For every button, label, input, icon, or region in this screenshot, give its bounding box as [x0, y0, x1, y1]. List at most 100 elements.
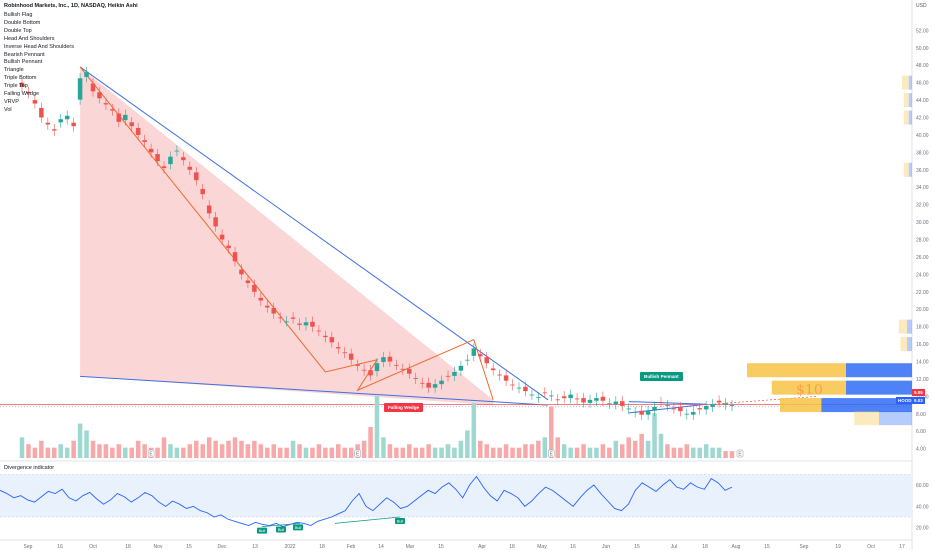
candle-body [426, 382, 431, 388]
candle-body [181, 157, 186, 161]
volume-bar [691, 447, 696, 458]
y-axis-tick-label: 46.00 [916, 81, 929, 87]
indicator-item[interactable]: Head And Shoulders [4, 35, 55, 42]
x-axis-tick-label: 16 [57, 544, 63, 550]
volume-bar [19, 437, 25, 458]
candle-body [658, 402, 664, 403]
candle-body [58, 119, 63, 123]
volume-bar [52, 447, 57, 458]
volume-bar [155, 447, 160, 458]
volume-profile-down-bar [908, 75, 912, 90]
candle-body [652, 406, 657, 411]
candle-body [142, 140, 147, 142]
candle-body [271, 307, 276, 314]
indicator-item[interactable]: Bullish Flag [4, 12, 33, 18]
bullish-pennant-badge[interactable]: Bullish Pennant [640, 372, 683, 381]
bull-divergence-badge [395, 518, 405, 524]
candle-body [613, 401, 619, 405]
volume-bar [600, 444, 606, 458]
y-axis-tick-label: 24.00 [916, 272, 929, 278]
candle-body [587, 399, 593, 403]
candle-body [542, 392, 548, 394]
x-axis-tick-label: 18 [319, 544, 325, 550]
volume-bar [213, 440, 218, 458]
indicator-item[interactable]: Double Bottom [4, 19, 41, 26]
volume-bar [478, 440, 483, 458]
falling-wedge-area [80, 66, 494, 406]
volume-bar [555, 437, 560, 458]
y-axis-tick-label: 42.00 [916, 116, 929, 122]
volume-bar [497, 447, 502, 458]
earnings-marker [736, 449, 744, 458]
indicator-item[interactable]: Falling Wedge [4, 91, 40, 98]
volume-bar [568, 447, 573, 458]
volume-profile-up-bar [903, 93, 909, 108]
candle-body [361, 369, 367, 371]
earnings-marker [354, 449, 361, 458]
candle-body [155, 154, 160, 162]
y-axis-tick-label: 6.00 [916, 429, 926, 435]
candle-body [671, 408, 677, 410]
indicator-item[interactable]: Double Top [4, 27, 32, 34]
wedge-upper-trendline [79, 66, 549, 401]
indicator-item[interactable]: Triple Top [4, 83, 28, 90]
volume-bar [265, 447, 270, 458]
x-axis-tick-label: 15 [438, 544, 444, 550]
x-axis-tick-label: Feb [347, 544, 356, 550]
candle-body [39, 107, 44, 118]
y-axis-tick-label: 16.00 [916, 342, 929, 348]
volume-bar [303, 447, 309, 458]
candle-body [684, 413, 690, 415]
x-axis-tick-label: 17 [899, 544, 905, 550]
x-axis-tick-label: Apr [478, 544, 486, 550]
indicator-item[interactable]: Bullish Pennant [4, 59, 43, 66]
candle-body [620, 401, 625, 406]
indicator-item[interactable]: Triple Bottom [4, 75, 37, 82]
volume-bar [607, 447, 612, 458]
volume-bar [716, 447, 722, 458]
indicator-list: Bullish Flag Double Bottom Double Top He… [4, 12, 74, 115]
candle-body [632, 412, 638, 413]
earnings-marker-label: E [738, 452, 742, 458]
indicator-item[interactable]: Triangle [4, 67, 24, 74]
indicator-item[interactable]: Bearish Pennant [4, 51, 45, 58]
x-axis-tick-label: 16 [570, 544, 576, 550]
volume-profile-up-bar [903, 110, 909, 125]
candle-body [110, 109, 115, 111]
x-axis-tick-label: Nov [154, 544, 163, 550]
volume-profile-up-bar [771, 380, 846, 395]
oscillator-axis-label: 40.00 [916, 504, 929, 510]
volume-bar [239, 440, 244, 458]
y-axis-tick-label: 40.00 [916, 133, 929, 139]
candle-body [465, 359, 470, 361]
x-axis-tick-label: 15 [186, 544, 192, 550]
volume-bar [432, 447, 438, 458]
volume-bar [516, 447, 522, 458]
candle-body [206, 205, 212, 214]
volume-bar [77, 423, 83, 458]
bull-divergence-line [261, 523, 301, 527]
volume-bar [684, 444, 690, 458]
volume-bar [729, 451, 735, 458]
volume-profile-up-bar [854, 411, 879, 426]
indicator-item[interactable]: Inverse Head And Shoulders [4, 43, 75, 50]
falling-wedge-badge[interactable]: Falling Wedge [384, 403, 424, 412]
indicator-item[interactable]: Vol [4, 106, 12, 113]
pattern-zigzag-line [79, 66, 494, 400]
candle-body [729, 405, 735, 406]
y-axis-tick-label: 20.00 [916, 307, 929, 313]
volume-bar [84, 430, 89, 458]
volume-bar [510, 447, 515, 458]
volume-bar [200, 444, 205, 458]
volume-bar [368, 427, 373, 458]
volume-bar [639, 433, 644, 458]
candle-body [555, 399, 560, 401]
indicator-item[interactable]: VRVP [4, 98, 19, 105]
candle-body [129, 122, 134, 127]
y-axis-tick-label: 32.00 [916, 203, 929, 209]
candle-body [484, 357, 489, 364]
candle-body [445, 375, 451, 377]
candle-body [64, 115, 70, 120]
volume-bar [361, 440, 367, 458]
